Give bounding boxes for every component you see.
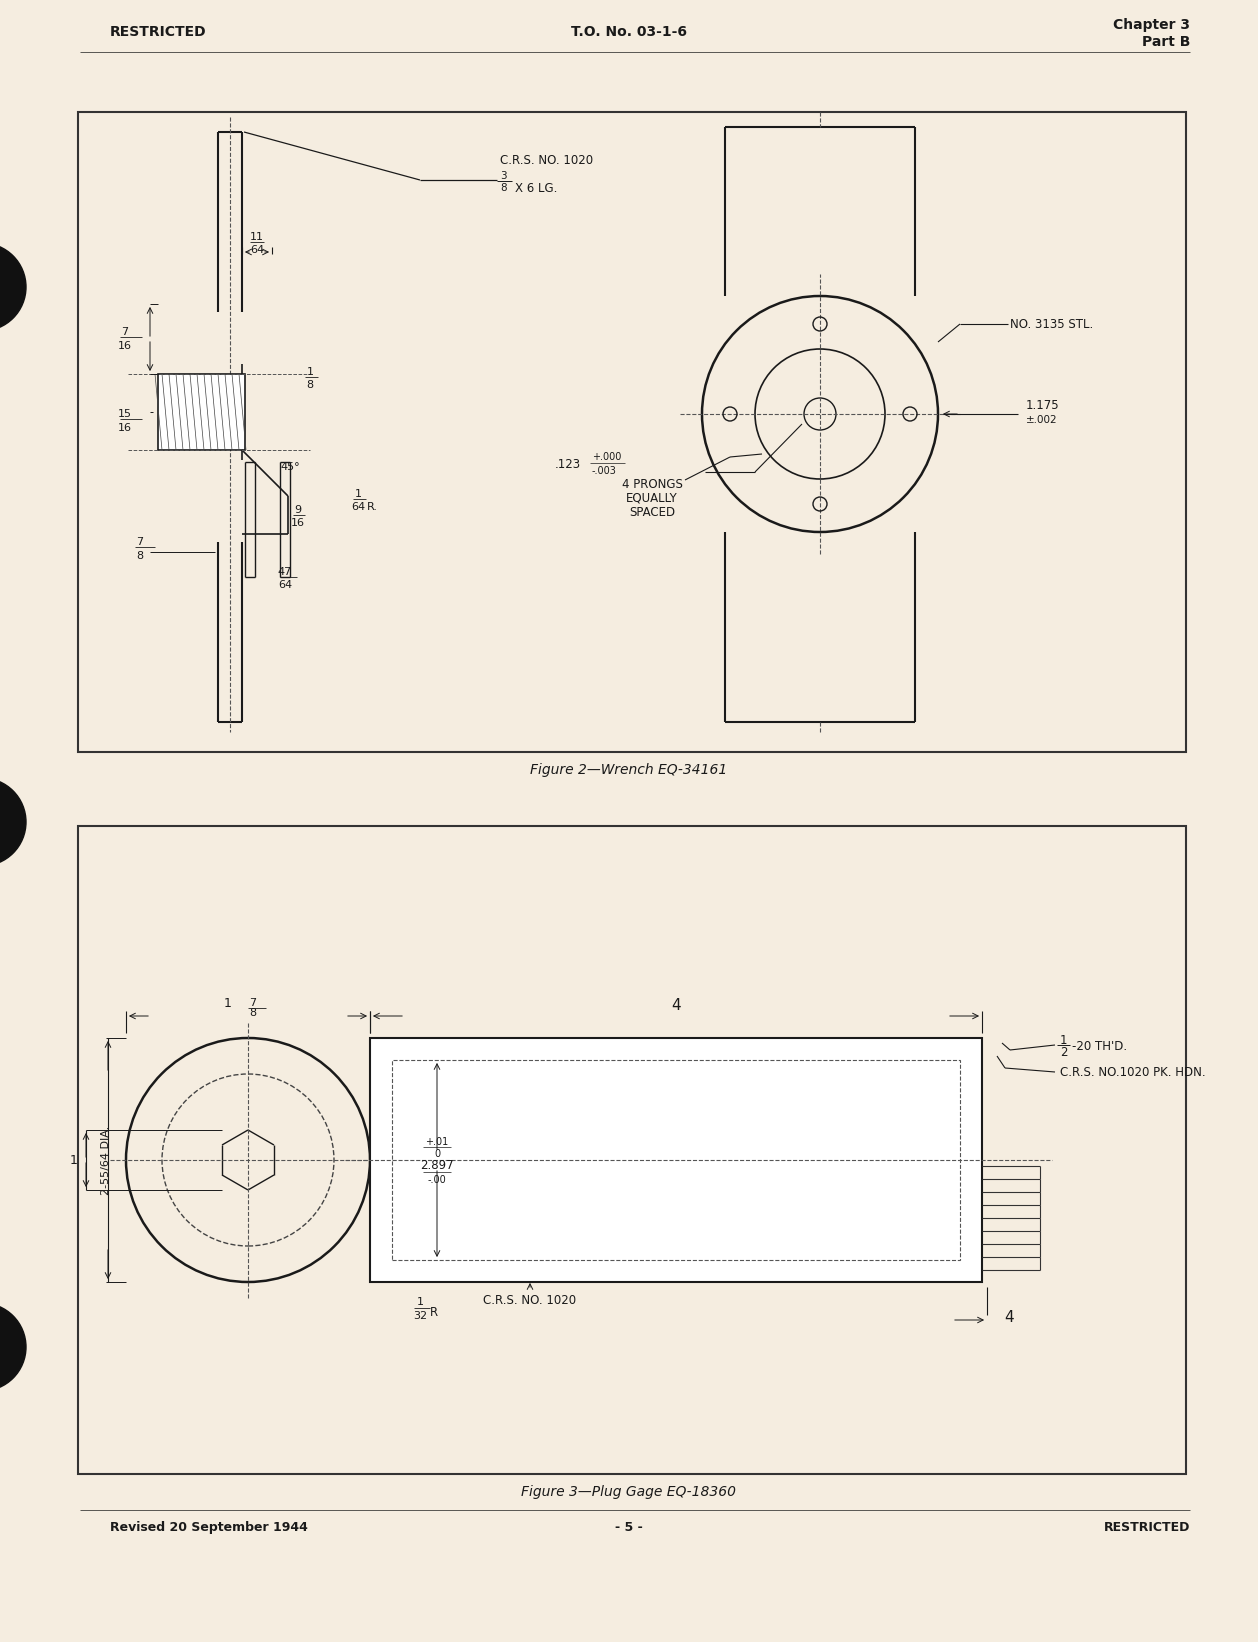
Text: 8: 8 <box>307 379 313 391</box>
Text: - 5 -: - 5 - <box>615 1520 643 1534</box>
Text: 4: 4 <box>1004 1310 1014 1325</box>
Text: 1: 1 <box>307 368 313 378</box>
Text: 16: 16 <box>291 517 304 529</box>
Text: 16: 16 <box>118 342 132 351</box>
Text: 1: 1 <box>355 489 361 499</box>
Text: 1: 1 <box>1060 1033 1068 1046</box>
Text: C.R.S. NO.1020 PK. HDN.: C.R.S. NO.1020 PK. HDN. <box>1060 1066 1205 1079</box>
Text: +.000: +.000 <box>593 452 621 461</box>
Text: 8: 8 <box>249 1008 257 1018</box>
Text: 11: 11 <box>250 232 264 241</box>
Text: C.R.S. NO. 1020: C.R.S. NO. 1020 <box>483 1294 576 1307</box>
Bar <box>159 374 245 450</box>
Text: R.: R. <box>366 502 377 512</box>
Text: Part B: Part B <box>1141 34 1190 49</box>
Text: -.003: -.003 <box>593 466 616 476</box>
Text: .123: .123 <box>555 458 581 471</box>
Text: X 6 LG.: X 6 LG. <box>515 182 557 194</box>
Text: 32: 32 <box>413 1310 426 1322</box>
Text: 64: 64 <box>351 502 365 512</box>
Bar <box>78 112 1186 752</box>
Text: 64: 64 <box>250 245 264 255</box>
Text: 9: 9 <box>294 506 302 516</box>
Text: 47: 47 <box>278 566 292 576</box>
Text: Revised 20 September 1944: Revised 20 September 1944 <box>109 1520 308 1534</box>
Text: 7: 7 <box>136 537 143 547</box>
Text: 1: 1 <box>416 1297 424 1307</box>
Text: 7: 7 <box>122 327 128 337</box>
Text: 8: 8 <box>136 552 143 562</box>
Text: T.O. No. 03-1-6: T.O. No. 03-1-6 <box>571 25 687 39</box>
Text: 1: 1 <box>224 997 231 1010</box>
Text: Figure 2—Wrench EQ-34161: Figure 2—Wrench EQ-34161 <box>531 764 727 777</box>
Text: Chapter 3: Chapter 3 <box>1113 18 1190 31</box>
Text: R: R <box>430 1305 438 1319</box>
Text: Figure 3—Plug Gage EQ-18360: Figure 3—Plug Gage EQ-18360 <box>522 1484 736 1499</box>
Text: +.01: +.01 <box>425 1136 449 1148</box>
Text: RESTRICTED: RESTRICTED <box>1103 1520 1190 1534</box>
Text: -20 TH'D.: -20 TH'D. <box>1072 1039 1127 1053</box>
Text: ±.002: ±.002 <box>1027 415 1058 425</box>
Text: 8: 8 <box>499 182 507 194</box>
Text: SPACED: SPACED <box>629 506 676 519</box>
Circle shape <box>0 243 26 332</box>
Text: C.R.S. NO. 1020: C.R.S. NO. 1020 <box>499 153 593 166</box>
Text: 15: 15 <box>118 409 132 419</box>
Circle shape <box>0 1304 26 1391</box>
Text: 4 PRONGS: 4 PRONGS <box>621 478 682 491</box>
Circle shape <box>0 778 26 865</box>
Text: 4: 4 <box>672 997 681 1013</box>
Text: 16: 16 <box>118 424 132 433</box>
Text: RESTRICTED: RESTRICTED <box>109 25 206 39</box>
Bar <box>370 1038 982 1282</box>
Text: 64: 64 <box>278 580 292 589</box>
Text: 0: 0 <box>434 1149 440 1159</box>
Text: 2-55/64 DIA.: 2-55/64 DIA. <box>101 1125 111 1195</box>
Text: -.00: -.00 <box>428 1176 447 1186</box>
Text: 2: 2 <box>1060 1046 1068 1059</box>
Text: 45°: 45° <box>281 461 299 471</box>
Text: NO. 3135 STL.: NO. 3135 STL. <box>1010 317 1093 330</box>
Bar <box>392 1061 960 1259</box>
Text: 3: 3 <box>499 171 507 181</box>
Bar <box>78 826 1186 1475</box>
Text: EQUALLY: EQUALLY <box>626 491 678 504</box>
Text: 7: 7 <box>249 998 257 1008</box>
Text: 2.897: 2.897 <box>420 1159 454 1171</box>
Text: 1: 1 <box>70 1153 78 1166</box>
Text: 1.175: 1.175 <box>1027 399 1059 412</box>
